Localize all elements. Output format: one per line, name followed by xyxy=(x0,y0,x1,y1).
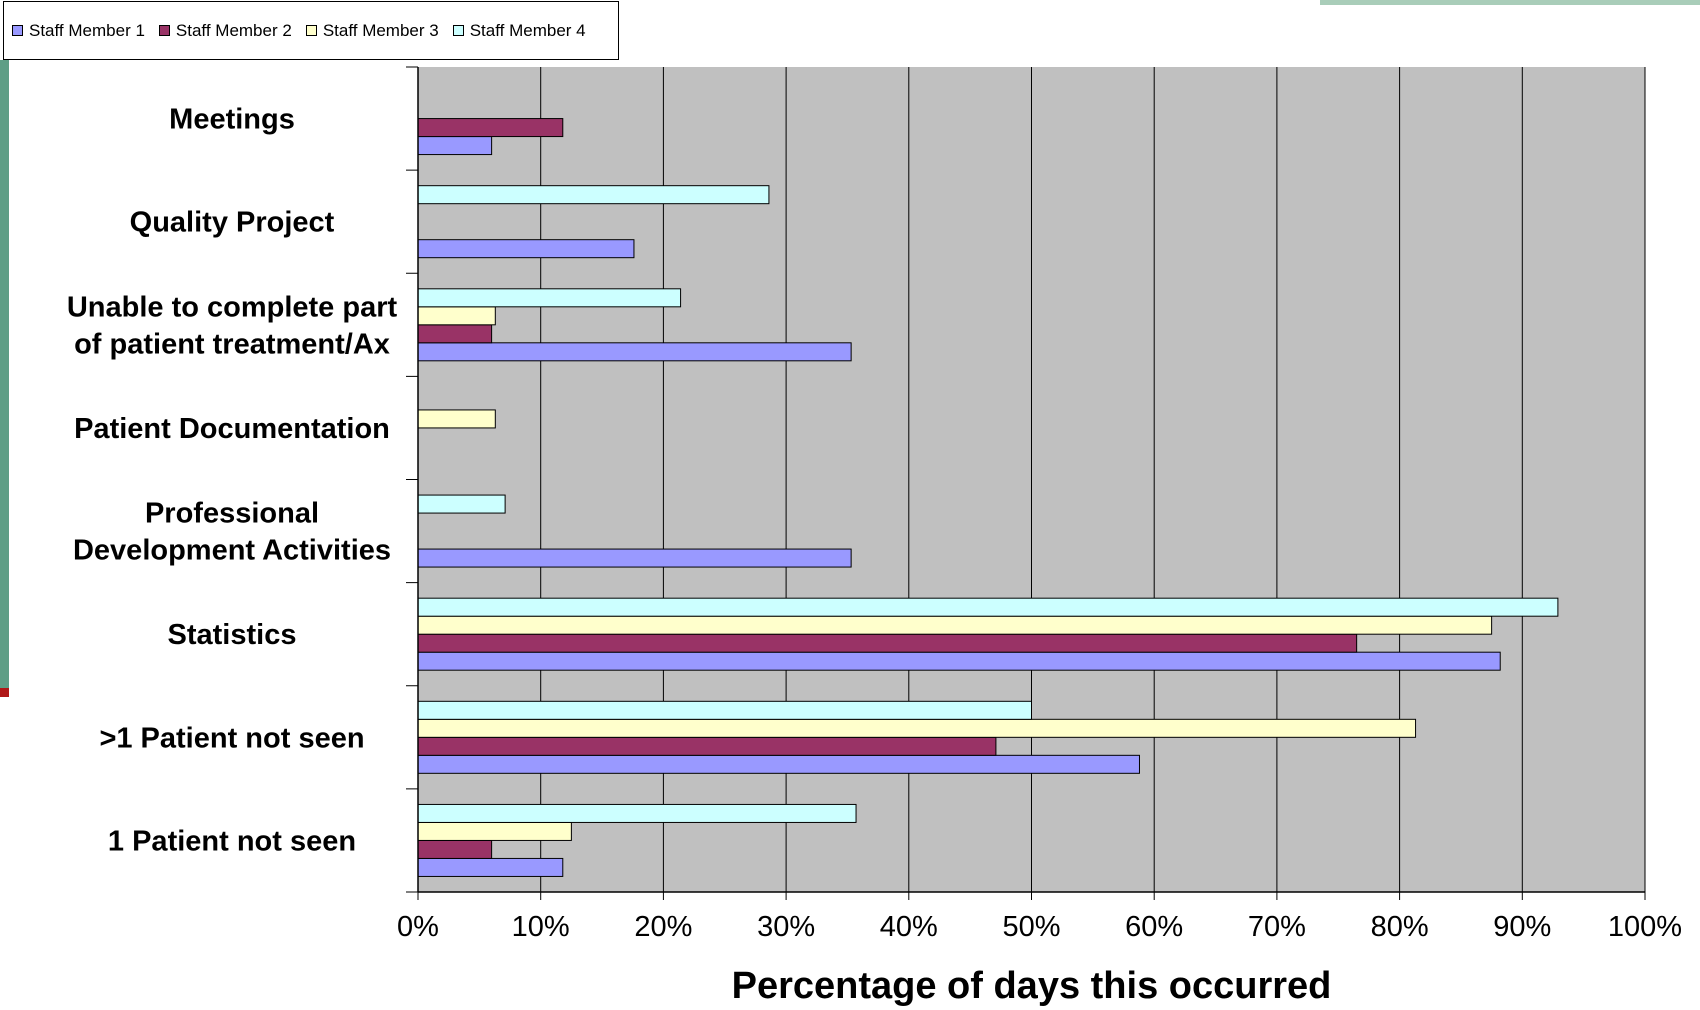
legend-swatch-staff-2 xyxy=(158,25,170,36)
legend-label-staff-2: Staff Member 2 xyxy=(175,20,292,40)
legend-label-staff-3: Staff Member 3 xyxy=(322,20,439,40)
left-accent-mark xyxy=(0,688,9,697)
left-accent-bar xyxy=(0,60,9,690)
legend-label-staff-4: Staff Member 4 xyxy=(469,20,586,40)
bar-staff-member-2 xyxy=(417,324,493,344)
bar-staff-member-1 xyxy=(417,857,564,877)
x-tick-label: 90% xyxy=(1493,911,1551,943)
bar-staff-member-2 xyxy=(417,736,997,756)
category-label: Patient Documentation xyxy=(74,413,390,445)
legend-item-staff-2: Staff Member 2 xyxy=(158,20,292,41)
bar-staff-member-1 xyxy=(417,651,1501,671)
legend-swatch-staff-4 xyxy=(452,25,464,36)
bar-staff-member-2 xyxy=(417,118,564,138)
bar-staff-member-4 xyxy=(417,597,1559,617)
x-tick-label: 60% xyxy=(1125,911,1183,943)
bar-staff-member-2 xyxy=(417,633,1358,653)
category-label: Development Activities xyxy=(73,535,391,567)
x-tick-label: 10% xyxy=(512,911,570,943)
x-tick-label: 100% xyxy=(1608,911,1682,943)
bar-staff-member-1 xyxy=(417,548,852,568)
bar-staff-member-4 xyxy=(417,803,857,823)
x-tick-label: 50% xyxy=(1002,911,1060,943)
x-tick-label: 30% xyxy=(757,911,815,943)
x-tick-label: 20% xyxy=(634,911,692,943)
legend-item-staff-1: Staff Member 1 xyxy=(12,21,145,41)
bar-staff-member-3 xyxy=(417,409,496,429)
bar-staff-member-4 xyxy=(417,494,506,514)
bar-staff-member-3 xyxy=(417,718,1417,738)
x-tick-label: 70% xyxy=(1248,911,1306,943)
legend-swatch-staff-3 xyxy=(305,25,317,36)
category-label: 1 Patient not seen xyxy=(108,825,356,857)
bar-staff-member-1 xyxy=(417,342,852,362)
bar-staff-member-3 xyxy=(417,821,572,841)
bar-staff-member-3 xyxy=(417,306,496,326)
bar-staff-member-1 xyxy=(417,754,1140,774)
category-label: Meetings xyxy=(169,104,295,136)
x-tick-label: 0% xyxy=(397,911,439,943)
legend-item-staff-4: Staff Member 4 xyxy=(452,20,586,41)
bar-staff-member-4 xyxy=(417,288,682,308)
category-label: Unable to complete part xyxy=(67,291,398,323)
top-accent-bar xyxy=(1320,0,1700,5)
x-axis-title: Percentage of days this occurred xyxy=(732,965,1332,1007)
bar-staff-member-1 xyxy=(417,136,493,156)
category-label: Statistics xyxy=(168,619,297,651)
x-tick-label: 80% xyxy=(1371,911,1429,943)
category-label: of patient treatment/Ax xyxy=(74,328,390,360)
legend: Staff Member 1 Staff Member 2 Staff Memb… xyxy=(3,1,619,60)
bar-staff-member-4 xyxy=(417,700,1032,720)
legend-swatch-staff-1 xyxy=(12,25,23,36)
bar-staff-member-2 xyxy=(417,839,493,859)
legend-label-staff-1: Staff Member 1 xyxy=(29,20,145,40)
category-label: >1 Patient not seen xyxy=(99,722,364,754)
category-label: Professional xyxy=(145,498,319,530)
bar-staff-member-1 xyxy=(417,239,635,259)
bar-staff-member-3 xyxy=(417,615,1493,635)
x-tick-label: 40% xyxy=(880,911,938,943)
category-label: Quality Project xyxy=(130,207,335,239)
bar-staff-member-4 xyxy=(417,185,770,205)
legend-item-staff-3: Staff Member 3 xyxy=(305,20,439,41)
